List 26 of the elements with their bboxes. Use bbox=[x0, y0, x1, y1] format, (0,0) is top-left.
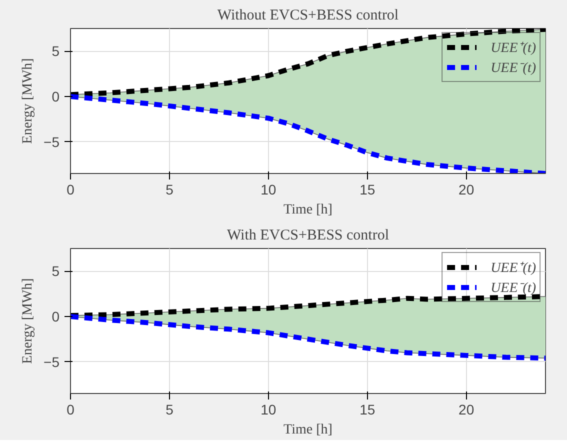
legend-label: UEE⁺(t) bbox=[490, 40, 536, 57]
y-axis-title: Energy [MWh] bbox=[20, 278, 36, 364]
y-tick-label: 5 bbox=[52, 263, 60, 280]
x-tick-label: 0 bbox=[66, 182, 75, 198]
x-tick-label: 0 bbox=[66, 402, 75, 418]
y-tick-label: −5 bbox=[44, 134, 60, 150]
x-tick-label: 10 bbox=[260, 402, 276, 418]
x-tick-label: 15 bbox=[360, 182, 376, 198]
legend-label: UEE⁻(t) bbox=[490, 60, 536, 77]
y-tick-label: 0 bbox=[52, 308, 60, 324]
legend-label: UEE⁻(t) bbox=[490, 280, 536, 297]
x-tick-label: 10 bbox=[260, 182, 276, 198]
x-tick-label: 5 bbox=[166, 182, 174, 198]
x-tick-label: 20 bbox=[458, 182, 474, 198]
y-tick-label: 5 bbox=[52, 43, 60, 60]
y-tick-label: −5 bbox=[44, 354, 60, 370]
legend-label: UEE⁺(t) bbox=[490, 260, 536, 277]
x-axis-title: Time [h] bbox=[284, 422, 332, 438]
y-axis-title: Energy [MWh] bbox=[20, 58, 36, 144]
x-tick-label: 20 bbox=[458, 402, 474, 418]
x-tick-label: 15 bbox=[360, 402, 376, 418]
x-axis-title: Time [h] bbox=[284, 202, 332, 218]
chart-title: Without EVCS+BESS control bbox=[217, 8, 399, 24]
x-tick-label: 5 bbox=[166, 402, 174, 418]
chart-title: With EVCS+BESS control bbox=[226, 228, 390, 244]
y-tick-label: 0 bbox=[52, 88, 60, 104]
